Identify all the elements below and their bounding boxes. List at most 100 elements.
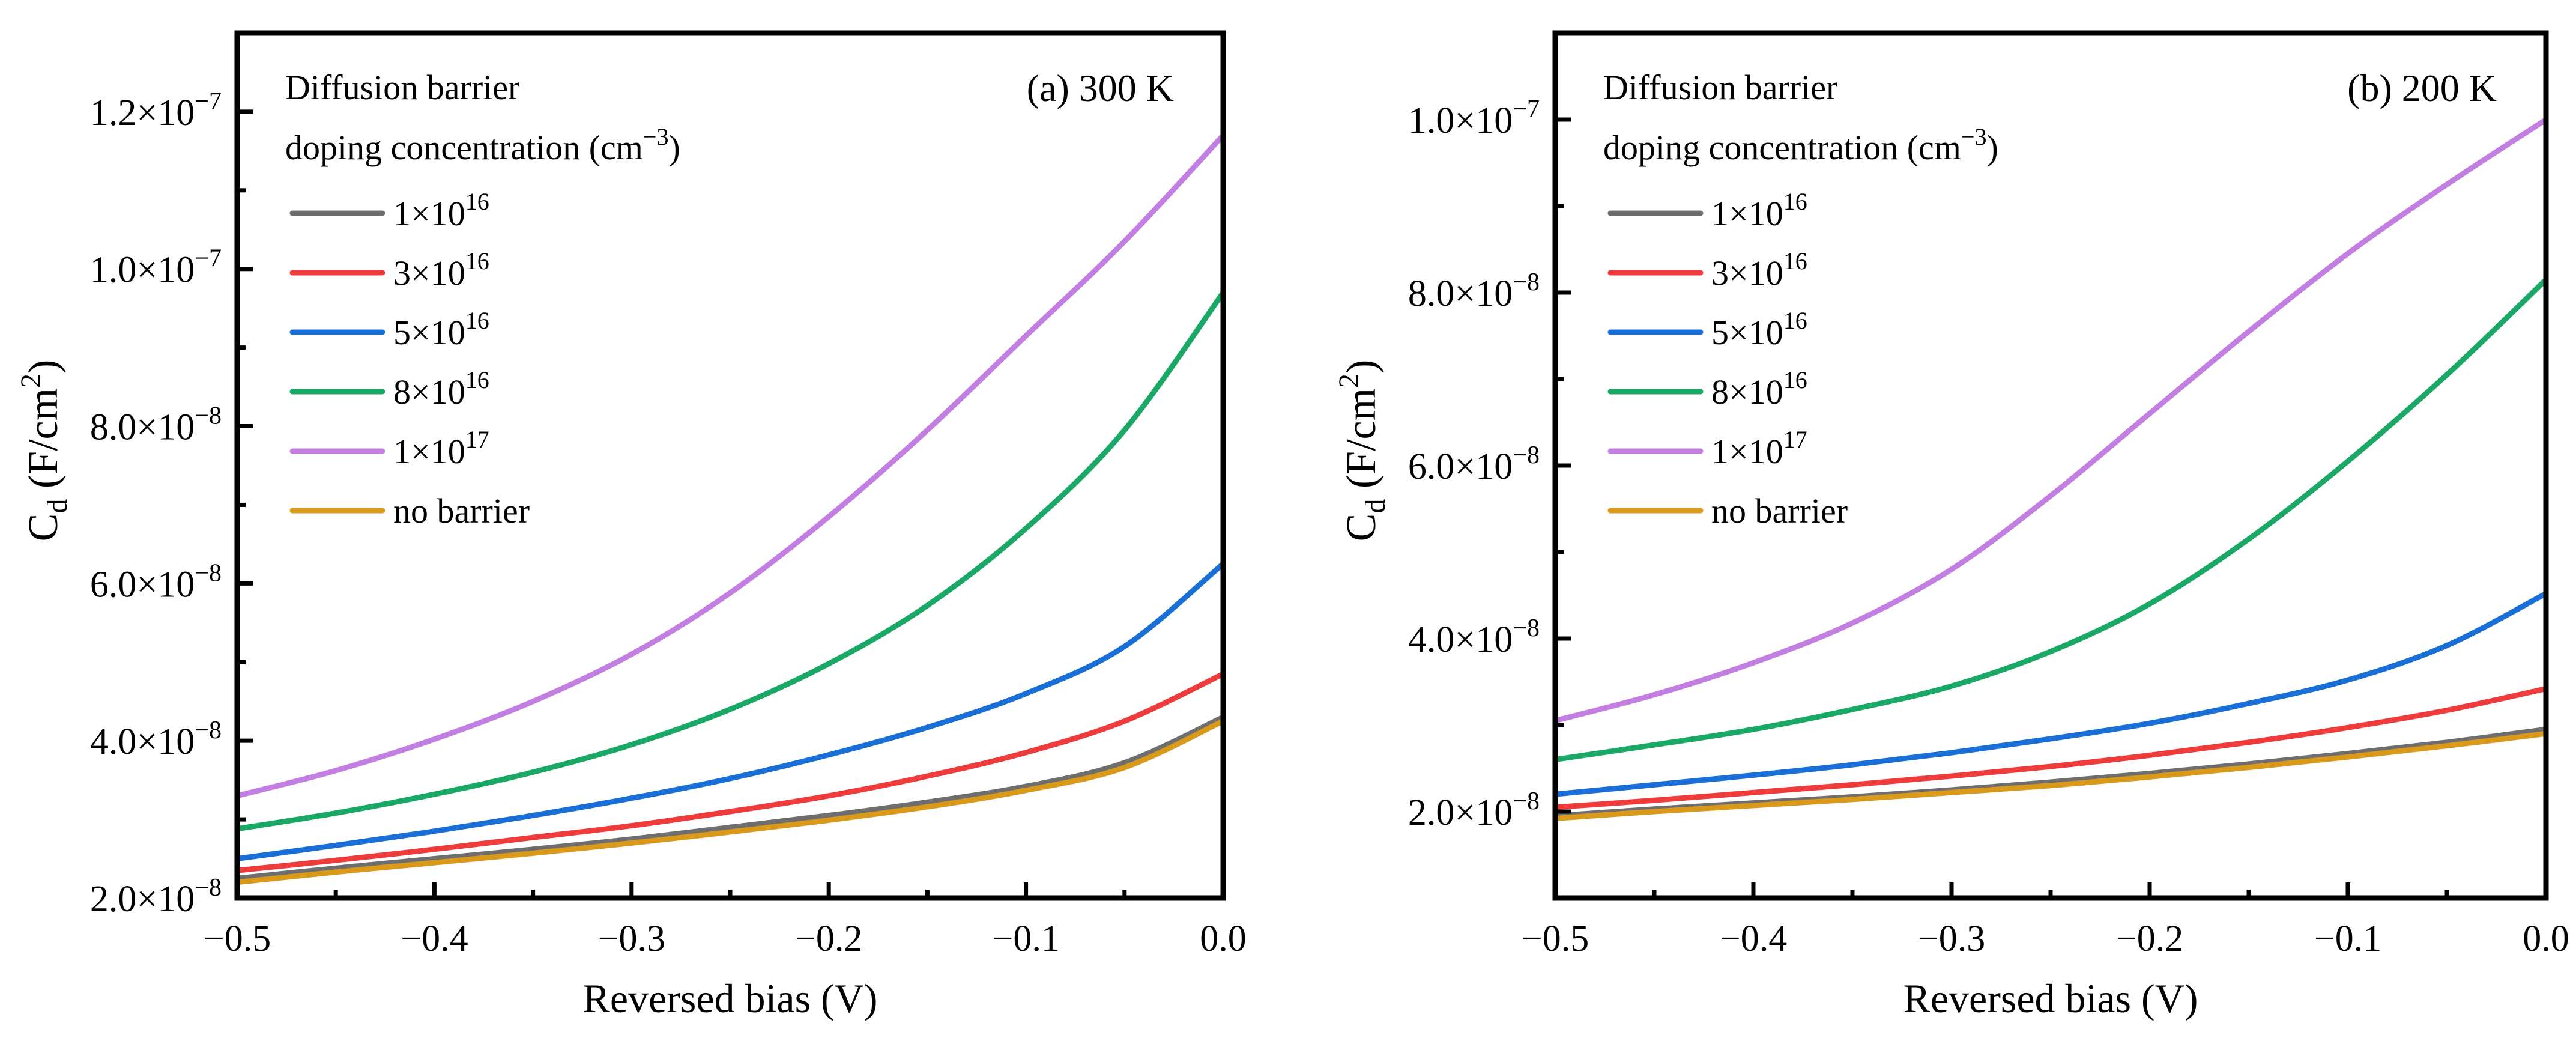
series-line-1 [237, 714, 1223, 881]
legend-label-mantissa: 3×10 [393, 253, 465, 293]
legend-label-exponent: 16 [1783, 366, 1807, 393]
x-tick-label: −0.3 [598, 918, 665, 959]
legend-title-line1: Diffusion barrier [1603, 68, 1837, 107]
y-tick-mantissa: 6.0×10 [90, 564, 195, 605]
series-line-4 [237, 290, 1223, 832]
legend-label-mantissa: 1×10 [393, 194, 465, 233]
y-tick-exponent: −8 [1513, 788, 1540, 815]
chart-panel-a: −0.5 −0.4 −0.3 −0.2 −0.1 0.02.0×10−84.0×10−86… [15, 30, 1247, 1021]
legend-title-line1: Diffusion barrier [285, 68, 519, 107]
y-tick-exponent: −8 [195, 717, 222, 744]
y-tick-mantissa: 1.0×10 [1408, 100, 1513, 141]
y-tick-exponent: −8 [195, 559, 222, 587]
legend-label-mantissa: 3×10 [1711, 253, 1783, 293]
legend-label-exponent: 17 [465, 426, 489, 453]
legend-label-3: 5×1016 [1711, 307, 1807, 352]
legend-label-5: 1×1017 [393, 426, 489, 471]
series-line-6 [1555, 730, 2546, 821]
legend-label-exponent: 16 [465, 307, 489, 334]
x-tick-label: −0.5 [1522, 918, 1589, 959]
y-tick-label: 1.0×10−7 [90, 245, 222, 291]
y-tick-exponent: −8 [195, 874, 222, 902]
y-tick-exponent: −7 [195, 245, 222, 273]
y-axis-title-close: ) [20, 360, 67, 374]
legend-label-exponent: 17 [1783, 426, 1807, 453]
y-tick-exponent: −8 [1513, 442, 1540, 469]
x-tick-label: −0.4 [1720, 918, 1787, 959]
y-tick-exponent: −7 [1513, 96, 1540, 123]
x-tick-label: 0.0 [1200, 918, 1247, 959]
y-tick-exponent: −8 [1513, 615, 1540, 642]
legend-title-line2: doping concentration (cm−3) [285, 123, 680, 167]
legend-label-exponent: 16 [465, 188, 489, 215]
y-axis-title: Cd (F/cm2) [1333, 360, 1391, 542]
panel-title: (b) 200 K [2347, 67, 2497, 109]
legend-label-mantissa: 1×10 [1711, 432, 1783, 471]
x-tick-label: −0.1 [992, 918, 1059, 959]
legend-title-close: ) [1986, 128, 1998, 167]
legend-title-close: ) [668, 128, 680, 167]
y-axis-title-sub: d [1359, 499, 1391, 514]
y-tick-mantissa: 8.0×10 [90, 407, 195, 448]
legend-label-6: no barrier [393, 491, 530, 530]
y-tick-mantissa: 4.0×10 [1408, 619, 1513, 660]
y-tick-label: 4.0×10−8 [90, 717, 222, 762]
series-line-6 [237, 718, 1223, 885]
legend-title-main: doping concentration (cm [1603, 128, 1961, 167]
y-axis-title: Cd (F/cm2) [15, 360, 73, 542]
y-tick-mantissa: 1.0×10 [90, 250, 195, 291]
x-tick-label: −0.2 [795, 918, 862, 959]
legend-title-sup: −3 [643, 123, 669, 150]
y-tick-label: 6.0×10−8 [90, 559, 222, 605]
x-tick-label: −0.3 [1918, 918, 1985, 959]
legend-label-mantissa: 5×10 [1711, 313, 1783, 352]
series-line-5 [237, 132, 1223, 799]
legend-label-2: 3×1016 [1711, 247, 1807, 293]
y-axis-title-unit: (F/cm [1338, 388, 1385, 499]
y-tick-label: 4.0×10−8 [1408, 615, 1540, 660]
y-tick-label: 8.0×10−8 [90, 402, 222, 448]
y-tick-label: 6.0×10−8 [1408, 442, 1540, 487]
y-tick-mantissa: 2.0×10 [90, 879, 195, 920]
legend-label-exponent: 16 [1783, 188, 1807, 215]
y-tick-mantissa: 4.0×10 [90, 721, 195, 762]
x-tick-label: −0.1 [2314, 918, 2381, 959]
y-tick-mantissa: 1.2×10 [90, 93, 195, 133]
legend-label-6: no barrier [1711, 491, 1848, 530]
legend-label-mantissa: 8×10 [1711, 372, 1783, 411]
y-tick-label: 2.0×10−8 [1408, 788, 1540, 833]
y-tick-exponent: −8 [195, 402, 222, 430]
series-line-3 [237, 561, 1223, 861]
legend-label-exponent: 16 [1783, 307, 1807, 334]
legend-label-1: 1×1016 [1711, 188, 1807, 233]
x-tick-label: −0.2 [2116, 918, 2183, 959]
legend-label-1: 1×1016 [393, 188, 489, 233]
series-line-5 [1555, 117, 2546, 724]
y-axis-title-main: C [20, 514, 67, 542]
x-tick-label: −0.4 [401, 918, 468, 959]
series-line-3 [1555, 590, 2546, 797]
legend-label-mantissa: 1×10 [393, 432, 465, 471]
y-tick-exponent: −7 [195, 88, 222, 115]
y-tick-mantissa: 6.0×10 [1408, 446, 1513, 487]
y-tick-label: 2.0×10−8 [90, 874, 222, 920]
legend-label-exponent: 16 [465, 247, 489, 275]
legend-label-5: 1×1017 [1711, 426, 1807, 471]
series-group [1555, 117, 2546, 821]
panel-title: (a) 300 K [1027, 67, 1174, 109]
x-tick-label: 0.0 [2523, 918, 2569, 959]
series-line-4 [1555, 276, 2546, 763]
series-line-2 [237, 671, 1223, 873]
y-axis-title-main: C [1338, 514, 1385, 542]
legend-label-2: 3×1016 [393, 247, 489, 293]
y-axis-title-sub: d [41, 499, 73, 514]
y-tick-label: 1.2×10−7 [90, 88, 222, 133]
x-axis-title: Reversed bias (V) [583, 976, 878, 1021]
y-axis-title-unit: (F/cm [20, 388, 67, 499]
legend-title-sup: −3 [1961, 123, 1987, 150]
legend-label-exponent: 16 [465, 366, 489, 393]
series-line-2 [1555, 686, 2546, 810]
legend-label-3: 5×1016 [393, 307, 489, 352]
y-axis-title-sup: 2 [15, 374, 47, 388]
